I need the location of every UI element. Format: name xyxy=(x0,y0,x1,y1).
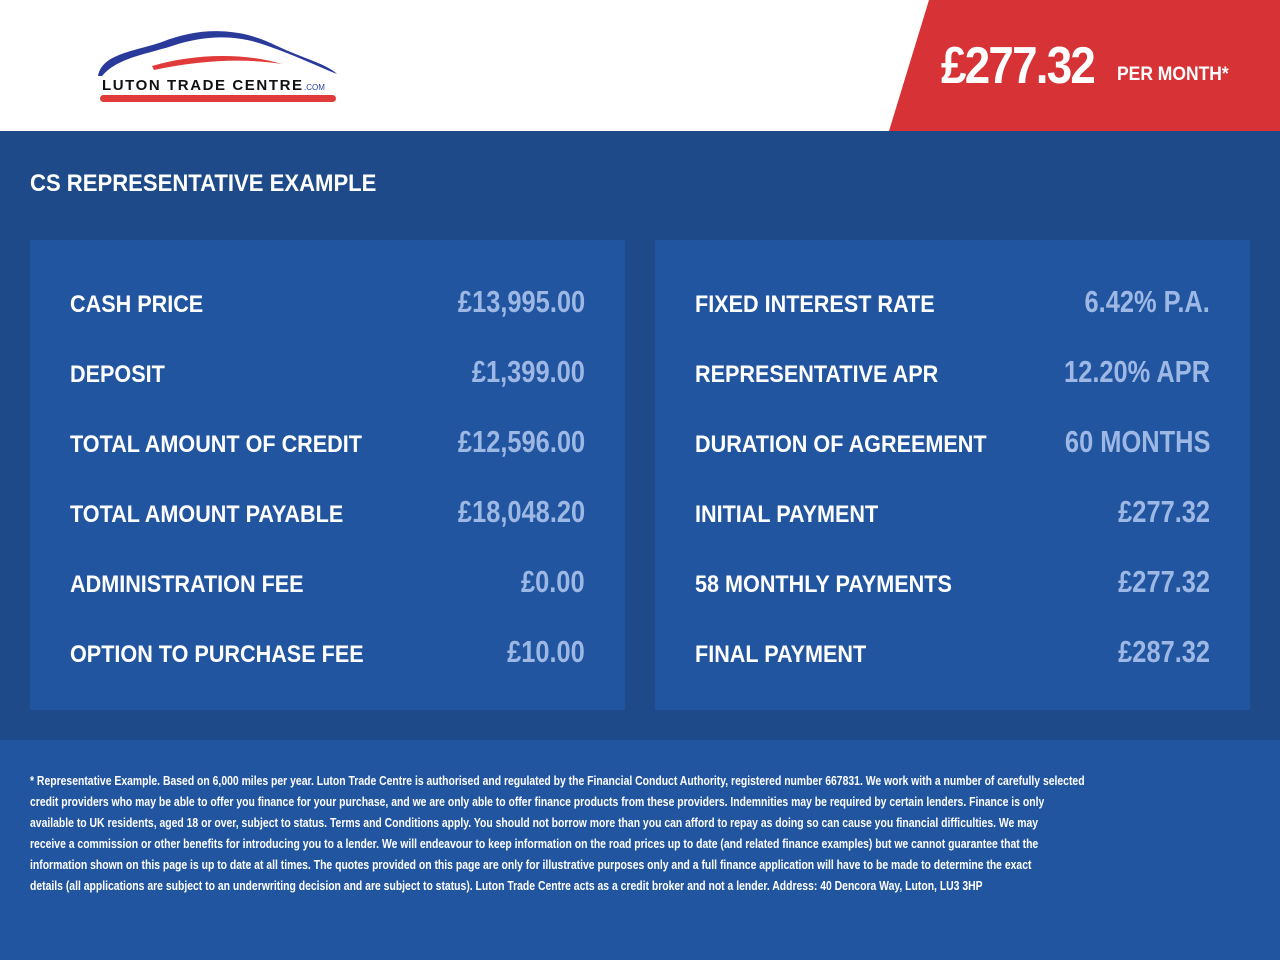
finance-value: 12.20% APR xyxy=(1063,354,1210,389)
svg-text:LUTON TRADE CENTRE: LUTON TRADE CENTRE xyxy=(102,77,302,94)
disclaimer-line: * Representative Example. Based on 6,000… xyxy=(30,773,1085,788)
finance-row: REPRESENTATIVE APR 12.20% APR xyxy=(695,340,1210,410)
finance-label: TOTAL AMOUNT PAYABLE xyxy=(70,501,344,528)
finance-row: DEPOSIT £1,399.00 xyxy=(70,340,585,410)
finance-value: 6.42% P.A. xyxy=(1084,284,1210,319)
finance-row: OPTION TO PURCHASE FEE £10.00 xyxy=(70,620,585,690)
right-finance-panel: FIXED INTEREST RATE 6.42% P.A. REPRESENTAT… xyxy=(655,240,1250,710)
finance-label: ADMINISTRATION FEE xyxy=(70,571,304,598)
disclaimer-line: receive a commission or other benefits f… xyxy=(30,836,1039,851)
section-title: CS REPRESENTATIVE EXAMPLE xyxy=(30,170,377,197)
finance-row: CASH PRICE £13,995.00 xyxy=(70,270,585,340)
finance-row: DURATION OF AGREEMENT 60 MONTHS xyxy=(695,410,1210,480)
finance-row: FIXED INTEREST RATE 6.42% P.A. xyxy=(695,270,1210,340)
finance-label: 58 MONTHLY PAYMENTS xyxy=(695,571,952,598)
disclaimer-line: credit providers who may be able to offe… xyxy=(30,794,1045,809)
finance-value: £18,048.20 xyxy=(457,494,585,529)
finance-label: DURATION OF AGREEMENT xyxy=(695,431,987,458)
luton-trade-centre-logo[interactable]: LUTON TRADE CENTRE .COM xyxy=(92,24,342,106)
finance-label: FINAL PAYMENT xyxy=(695,641,867,668)
finance-row: FINAL PAYMENT £287.32 xyxy=(695,620,1210,690)
finance-label: CASH PRICE xyxy=(70,291,204,318)
finance-value: £277.32 xyxy=(1118,564,1210,599)
disclaimer-line: available to UK residents, aged 18 or ov… xyxy=(30,815,1039,830)
finance-label: INITIAL PAYMENT xyxy=(695,501,879,528)
finance-value: £287.32 xyxy=(1118,634,1210,669)
finance-value: £0.00 xyxy=(521,564,585,599)
disclaimer-line: information shown on this page is up to … xyxy=(30,857,1032,872)
finance-value: 60 MONTHS xyxy=(1064,424,1210,459)
finance-value: £12,596.00 xyxy=(457,424,585,459)
finance-label: OPTION TO PURCHASE FEE xyxy=(70,641,364,668)
finance-row: TOTAL AMOUNT OF CREDIT £12,596.00 xyxy=(70,410,585,480)
disclaimer-footer: * Representative Example. Based on 6,000… xyxy=(0,740,1280,960)
finance-label: FIXED INTEREST RATE xyxy=(695,291,935,318)
finance-label: REPRESENTATIVE APR xyxy=(695,361,939,388)
finance-value: £10.00 xyxy=(507,634,585,669)
finance-label: TOTAL AMOUNT OF CREDIT xyxy=(70,431,362,458)
monthly-price: £277.32 xyxy=(941,37,1096,95)
svg-text:.COM: .COM xyxy=(304,83,325,92)
finance-row: 58 MONTHLY PAYMENTS £277.32 xyxy=(695,550,1210,620)
monthly-price-banner: £277.32 PER MONTH* xyxy=(889,0,1280,131)
finance-row: TOTAL AMOUNT PAYABLE £18,048.20 xyxy=(70,480,585,550)
finance-row: INITIAL PAYMENT £277.32 xyxy=(695,480,1210,550)
disclaimer-line: details (all applications are subject to… xyxy=(30,878,983,893)
finance-value: £277.32 xyxy=(1118,494,1210,529)
header: LUTON TRADE CENTRE .COM £277.32 PER MONT… xyxy=(0,0,1280,131)
finance-value: £13,995.00 xyxy=(457,284,585,319)
finance-label: DEPOSIT xyxy=(70,361,165,388)
finance-row: ADMINISTRATION FEE £0.00 xyxy=(70,550,585,620)
left-finance-panel: CASH PRICE £13,995.00 DEPOSIT £1,399.00 TOTA… xyxy=(30,240,625,710)
finance-value: £1,399.00 xyxy=(471,354,585,389)
per-month-label: PER MONTH* xyxy=(1117,64,1229,85)
